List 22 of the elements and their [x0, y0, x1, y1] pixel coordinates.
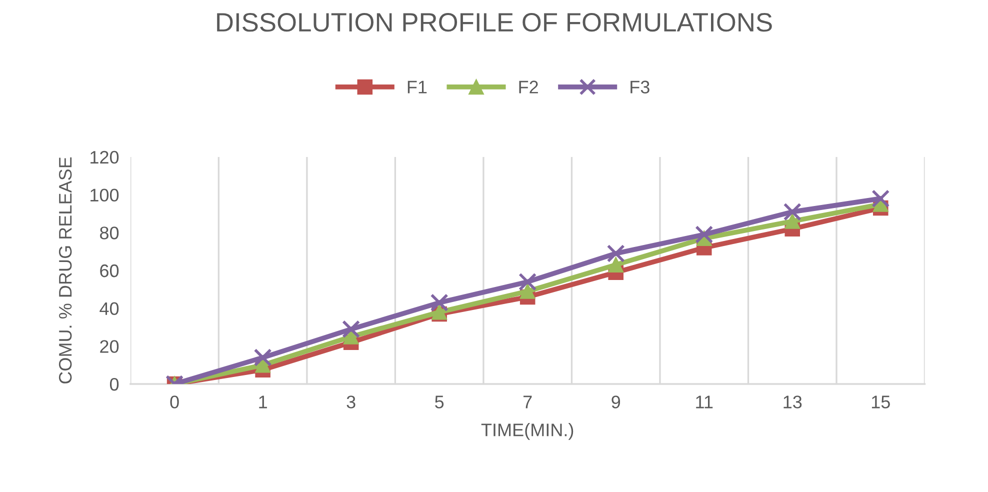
y-tick-label: 60 — [100, 264, 119, 278]
x-tick-label: 7 — [523, 396, 532, 408]
x-tick-label: 0 — [170, 396, 179, 408]
x-tick-label: 3 — [346, 396, 356, 408]
y-tick-label: 100 — [90, 188, 119, 202]
legend-label: F1 — [408, 80, 427, 94]
y-tick-label: 0 — [110, 378, 119, 391]
legend-label: F3 — [630, 80, 650, 94]
x-tick-label: 11 — [696, 396, 713, 408]
legend-label: F2 — [519, 80, 538, 94]
x-tick-label: 5 — [435, 396, 444, 408]
chart-title: DISSOLUTION PROFILE OF FORMULATIONS — [217, 12, 772, 32]
y-tick-label: 20 — [100, 340, 119, 353]
x-tick-label: 15 — [872, 396, 890, 408]
x-tick-label: 1 — [259, 396, 267, 408]
x-tick-label: 13 — [784, 396, 802, 408]
y-tick-label: 120 — [90, 150, 119, 164]
y-tick-label: 40 — [100, 302, 119, 316]
y-axis-title: COMU. % DRUG RELEASE — [58, 157, 72, 384]
x-tick-label: 9 — [612, 396, 620, 408]
x-axis-title: TIME(MIN.) — [481, 423, 574, 440]
y-tick-label: 80 — [100, 226, 119, 240]
